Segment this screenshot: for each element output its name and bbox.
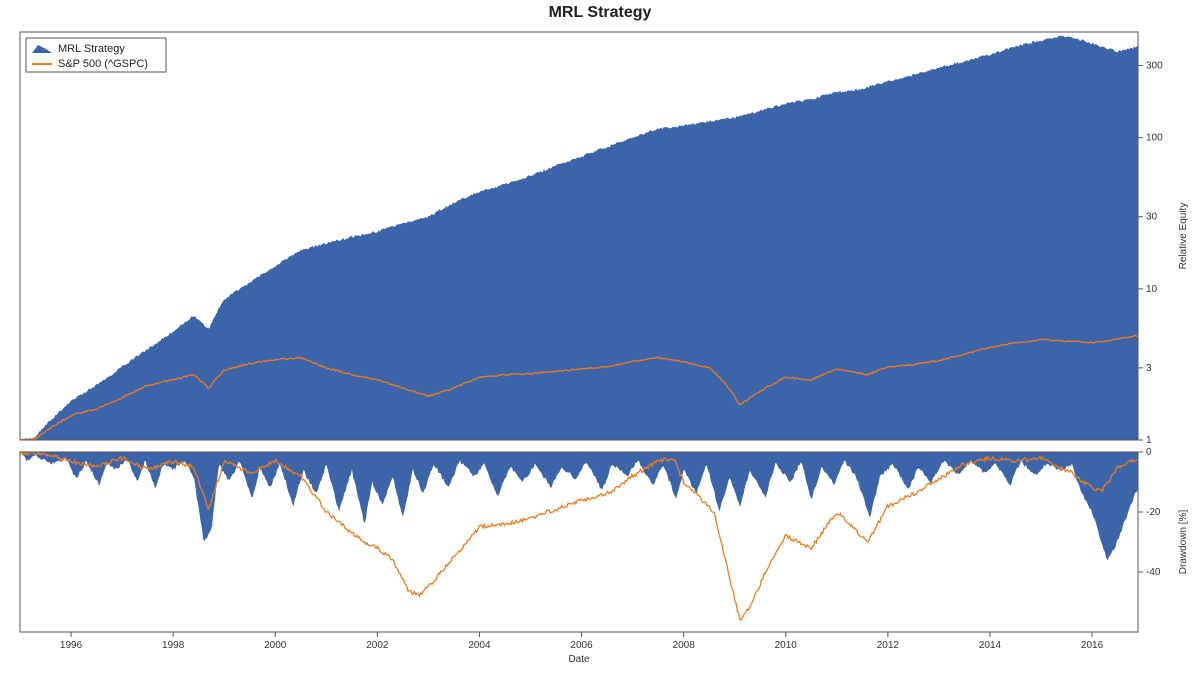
drawdown-ytick: -20 bbox=[1146, 507, 1161, 518]
mrl-drawdown-area bbox=[20, 452, 1138, 560]
equity-panel: 1 3 10 30 100 300 Relative Equity bbox=[20, 32, 1189, 446]
x-tick: 1996 bbox=[60, 640, 83, 651]
legend-label: MRL Strategy bbox=[58, 43, 125, 55]
equity-ytick: 100 bbox=[1146, 133, 1163, 144]
chart-container: MRL Strategy 1 3 10 30 100 300 Relative Equity… bbox=[0, 0, 1200, 675]
x-tick: 2006 bbox=[570, 640, 593, 651]
drawdown-ytick: -40 bbox=[1146, 567, 1161, 578]
x-tick: 2010 bbox=[775, 640, 798, 651]
sp500-drawdown-line bbox=[20, 452, 1138, 620]
drawdown-ytick: 0 bbox=[1146, 447, 1152, 458]
chart-svg: 1 3 10 30 100 300 Relative Equity 0 -20 -40 Drawdo… bbox=[0, 28, 1200, 668]
x-tick: 2002 bbox=[366, 640, 389, 651]
x-axis-label: Date bbox=[568, 654, 590, 665]
x-tick: 2016 bbox=[1081, 640, 1104, 651]
legend: MRL Strategy S&P 500 (^GSPC) bbox=[26, 38, 166, 72]
x-tick: 2008 bbox=[673, 640, 696, 651]
x-tick: 2000 bbox=[264, 640, 287, 651]
equity-ytick: 10 bbox=[1146, 284, 1158, 295]
equity-ytick: 300 bbox=[1146, 61, 1163, 72]
legend-label: S&P 500 (^GSPC) bbox=[58, 58, 148, 70]
x-tick: 2004 bbox=[468, 640, 491, 651]
equity-ylabel: Relative Equity bbox=[1178, 203, 1189, 270]
x-tick: 1998 bbox=[162, 640, 185, 651]
chart-title: MRL Strategy bbox=[0, 4, 1200, 22]
equity-ytick: 3 bbox=[1146, 363, 1152, 374]
equity-ytick: 1 bbox=[1146, 435, 1152, 446]
drawdown-plot-border bbox=[20, 452, 1138, 632]
mrl-equity-area bbox=[20, 36, 1138, 441]
x-tick: 2014 bbox=[979, 640, 1002, 651]
equity-ytick: 30 bbox=[1146, 212, 1158, 223]
drawdown-panel: 0 -20 -40 Drawdown [%] bbox=[20, 447, 1189, 632]
x-tick: 2012 bbox=[877, 640, 900, 651]
drawdown-ylabel: Drawdown [%] bbox=[1178, 510, 1189, 575]
